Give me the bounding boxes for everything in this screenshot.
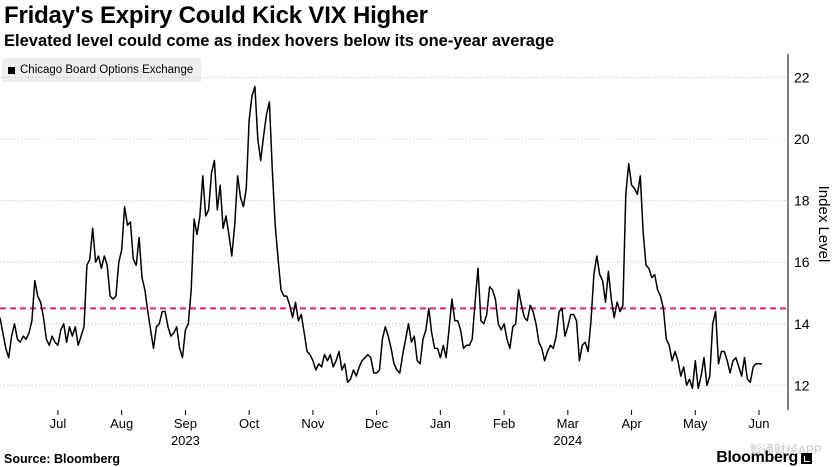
y-axis-label: Index Level: [815, 186, 832, 263]
y-tick-label: 20: [794, 131, 810, 147]
x-tick-label: May: [683, 416, 708, 431]
y-tick-label: 14: [794, 316, 810, 332]
x-tick-label: Mar: [557, 416, 580, 431]
x-tick-label: Jun: [749, 416, 770, 431]
y-tick-label: 22: [794, 69, 810, 85]
series-layer: [0, 85, 762, 390]
bloomberg-logo: Bloomberg: [716, 449, 812, 467]
x-tick-label: Aug: [110, 416, 133, 431]
tick-labels: 12 14 16 18 20 22 Jul Aug Sep Oct Nov Dec Jan Feb Mar A…: [50, 69, 832, 448]
brand-text: Bloomberg: [716, 449, 798, 466]
vix-series-line: [0, 85, 762, 390]
x-tick-label: Sep: [174, 416, 197, 431]
x-year-label: 2024: [553, 433, 582, 448]
axes: [57, 54, 789, 415]
x-tick-label: Feb: [493, 416, 515, 431]
x-tick-label: Dec: [365, 416, 389, 431]
arrow-icon: [801, 452, 812, 464]
chart-title: Friday's Expiry Could Kick VIX Higher: [4, 2, 428, 29]
legend-label: Chicago Board Options Exchange: [20, 64, 194, 76]
y-tick-label: 18: [794, 193, 810, 209]
legend: Chicago Board Options Exchange: [2, 58, 202, 82]
y-tick-label: 16: [794, 254, 810, 270]
y-tick-label: 12: [794, 377, 810, 393]
legend-swatch: [8, 66, 15, 74]
x-tick-label: Apr: [621, 416, 642, 431]
chart-subtitle: Elevated level could come as index hover…: [4, 32, 555, 50]
x-tick-label: Jul: [50, 416, 67, 431]
x-year-label: 2023: [171, 433, 200, 448]
x-tick-label: Oct: [239, 416, 260, 431]
gridlines: [0, 76, 788, 386]
source-note: Source: Bloomberg: [4, 452, 120, 466]
x-tick-label: Nov: [301, 416, 325, 431]
x-tick-label: Jan: [430, 416, 451, 431]
